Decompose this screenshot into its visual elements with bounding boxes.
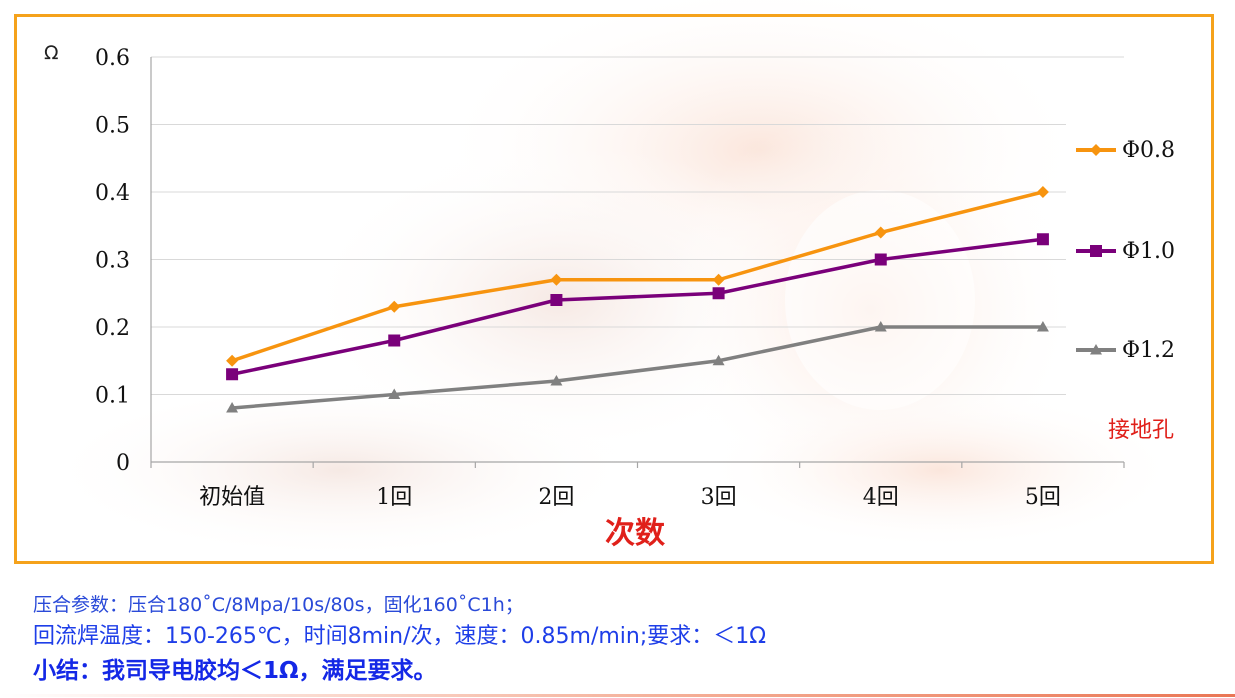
legend-swatch xyxy=(1076,335,1116,365)
note-summary: 小结：我司导电胶均＜1Ω，满足要求。 xyxy=(33,658,437,684)
series-line xyxy=(231,325,1043,410)
x-tick-label: 1回 xyxy=(376,485,412,510)
legend-marker xyxy=(1090,144,1102,156)
data-point xyxy=(712,273,725,286)
y-tick-label: 0.5 xyxy=(95,114,130,139)
legend-swatch xyxy=(1076,135,1116,165)
legend-item: Φ1.0 xyxy=(1076,236,1175,266)
x-tick-label: 3回 xyxy=(701,485,737,510)
data-point xyxy=(388,334,401,347)
legend-marker-shape xyxy=(1090,344,1102,355)
y-axis-unit-label: Ω xyxy=(44,42,59,64)
legend-item: Φ0.8 xyxy=(1076,135,1175,165)
bottom-divider xyxy=(0,694,1235,697)
data-point xyxy=(712,287,725,300)
data-point xyxy=(1036,321,1049,332)
legend-marker xyxy=(1090,245,1102,257)
data-point xyxy=(874,226,887,239)
x-tick-label: 5回 xyxy=(1025,485,1061,510)
series-3 xyxy=(226,321,1049,413)
notes-block: 压合参数：压合180˚C/8Mpa/10s/80s，固化160˚C1h； 回流焊… xyxy=(33,590,1223,688)
data-point xyxy=(874,253,887,266)
data-point xyxy=(1036,186,1049,198)
chart-frame xyxy=(14,14,1214,564)
data-point xyxy=(1036,233,1049,246)
data-point xyxy=(226,354,239,367)
annotation-label: 接地孔 xyxy=(1108,418,1175,443)
x-tick-label: 初始值 xyxy=(199,485,265,510)
note-reflow-conditions: 回流焊温度：150-265℃，时间8min/次，速度：0.85m/min;要求：… xyxy=(33,624,767,649)
y-tick-label: 0 xyxy=(116,451,130,476)
x-tick-label: 2回 xyxy=(538,485,574,510)
legend-swatch xyxy=(1076,236,1116,266)
data-point xyxy=(226,368,239,381)
data-point xyxy=(712,354,725,366)
series-line xyxy=(231,190,1044,363)
legend-label: Φ0.8 xyxy=(1122,137,1176,163)
data-point xyxy=(388,300,401,313)
legend-marker-shape xyxy=(1090,144,1102,156)
x-axis-title: 次数 xyxy=(605,516,665,551)
data-point xyxy=(550,375,563,386)
series-2 xyxy=(226,233,1049,381)
data-point xyxy=(550,273,563,286)
y-tick-label: 0.1 xyxy=(95,384,130,409)
y-tick-label: 0.4 xyxy=(95,181,130,206)
series-line xyxy=(231,237,1044,376)
legend-item: Φ1.2 xyxy=(1076,335,1175,365)
legend-marker-shape xyxy=(1090,245,1102,257)
data-point xyxy=(226,402,239,413)
x-tick-label: 4回 xyxy=(863,485,899,510)
y-tick-label: 0.2 xyxy=(95,316,130,341)
data-point xyxy=(874,321,887,332)
legend-marker xyxy=(1090,344,1102,355)
legend-label: Φ1.0 xyxy=(1122,238,1176,264)
data-point xyxy=(388,388,401,399)
note-process-parameters: 压合参数：压合180˚C/8Mpa/10s/80s，固化160˚C1h； xyxy=(33,594,524,616)
y-tick-label: 0.6 xyxy=(95,46,130,71)
data-point xyxy=(550,294,563,306)
legend-label: Φ1.2 xyxy=(1122,337,1176,363)
y-tick-label: 0.3 xyxy=(95,249,130,274)
series-1 xyxy=(226,186,1049,367)
